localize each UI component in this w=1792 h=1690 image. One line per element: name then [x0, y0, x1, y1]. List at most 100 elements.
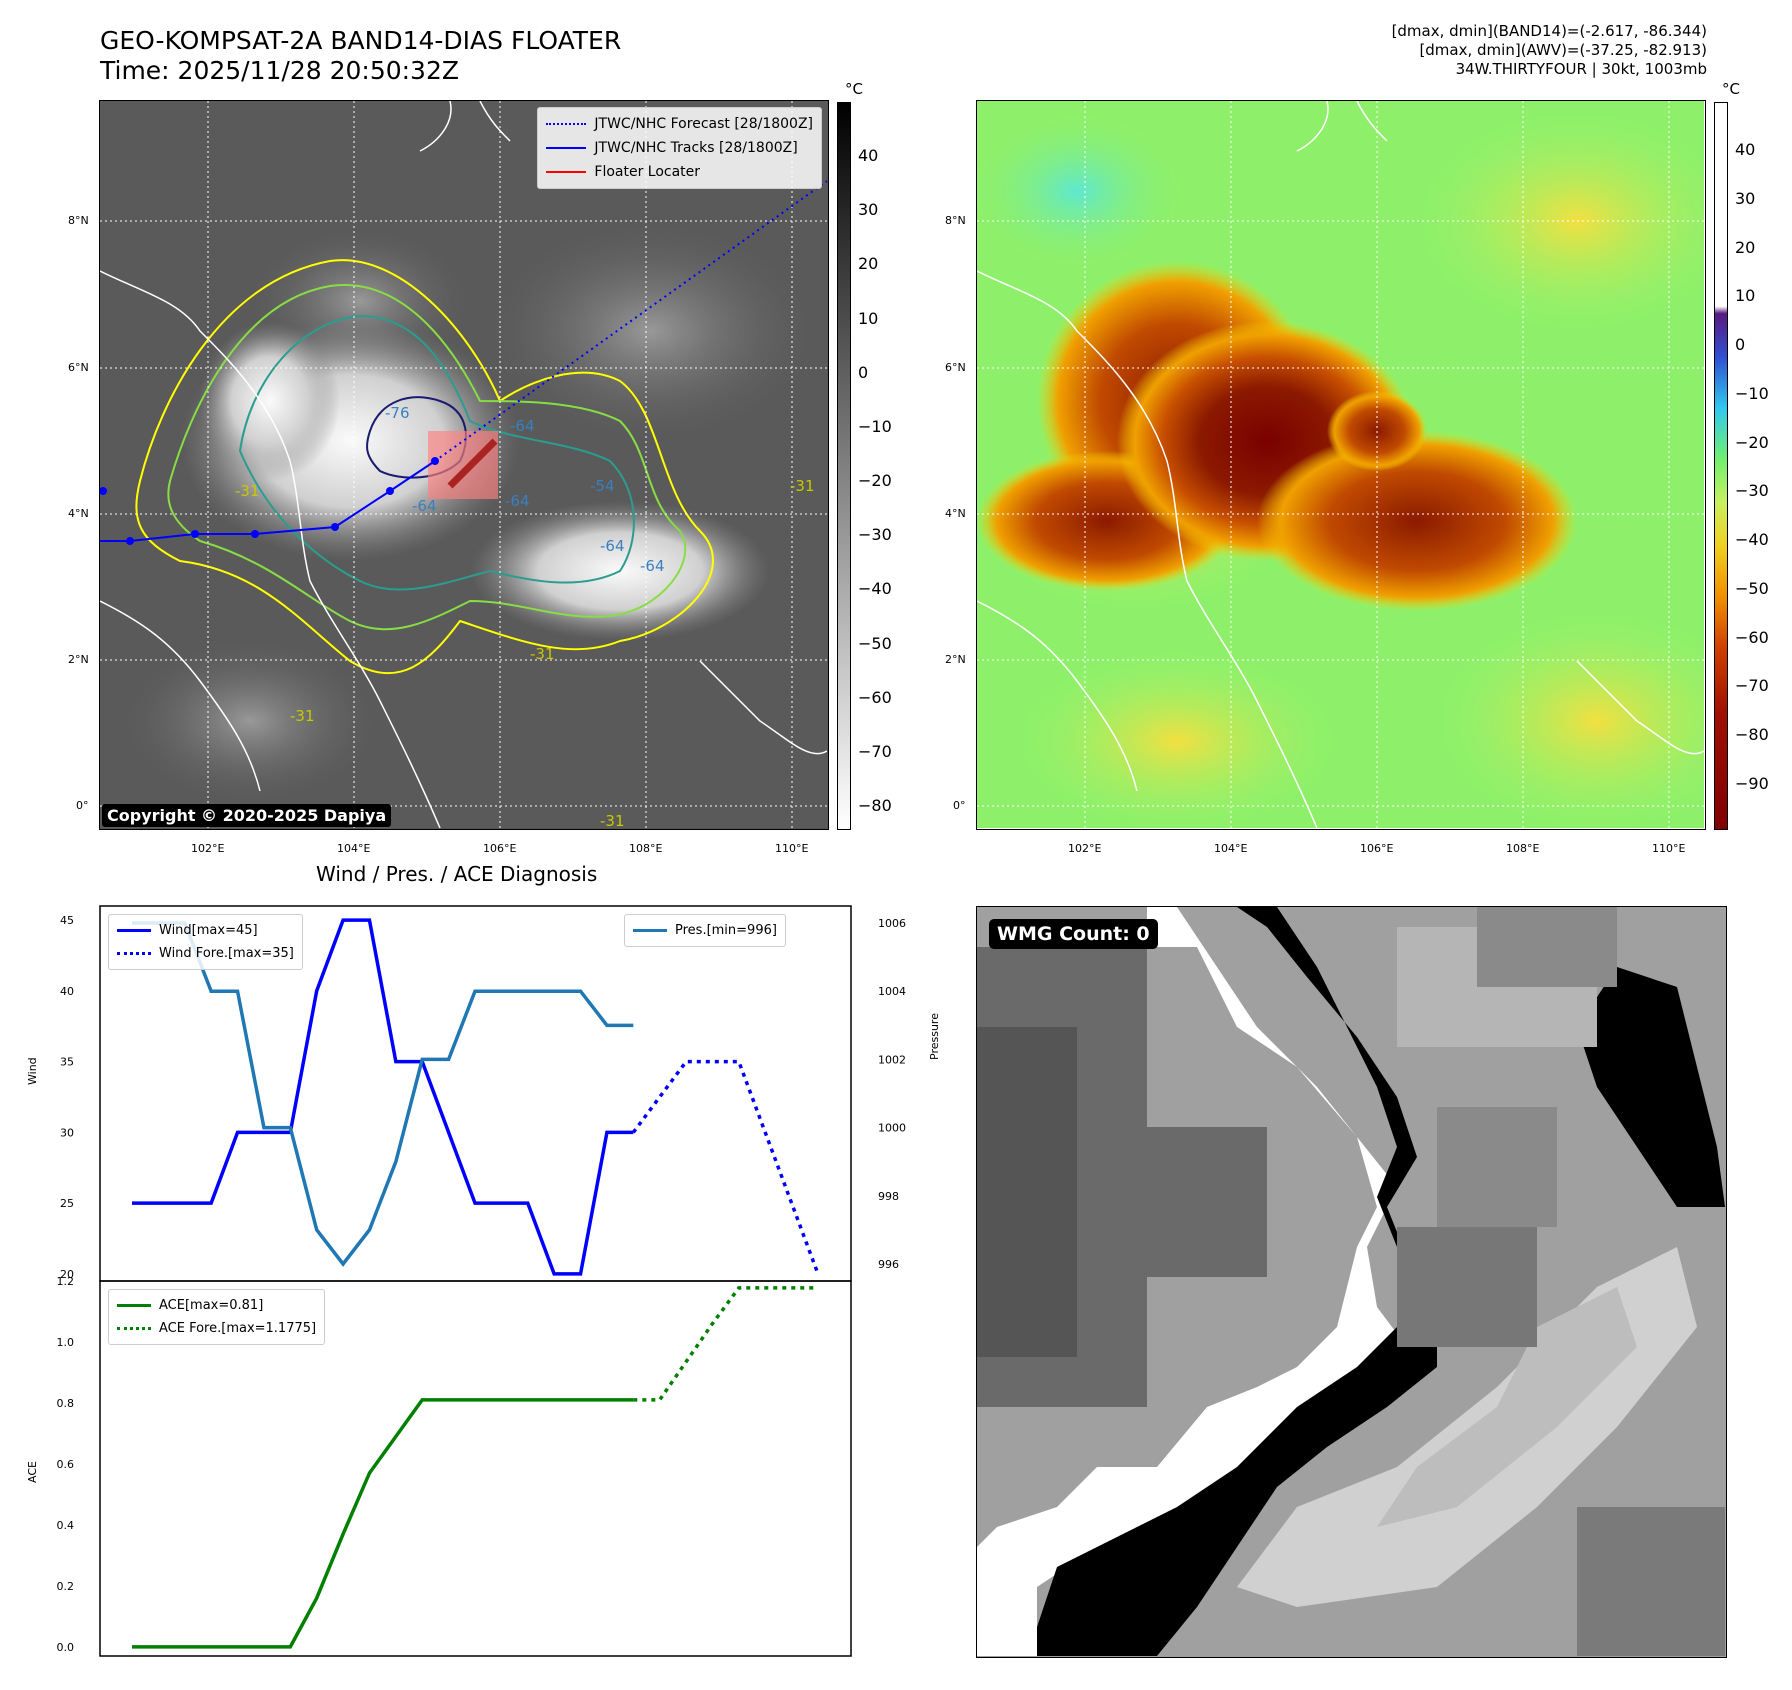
floater-locater-box	[428, 431, 498, 499]
legend-label: ACE Fore.[max=1.1775]	[159, 1321, 317, 1336]
legend-wind-fore: Wind Fore.[max=35]	[117, 942, 294, 965]
colorbar-tick: −70	[858, 741, 892, 761]
contour-label: -64	[412, 497, 437, 515]
legend-swatch-dotted	[546, 123, 587, 125]
contour-label: -76	[385, 404, 410, 422]
legend-tracks: JTWC/NHC Tracks [28/1800Z]	[546, 136, 813, 160]
wind-tick-label: 25	[60, 1197, 74, 1210]
awv-map-panel	[976, 100, 1706, 830]
contour-label: -31	[790, 477, 815, 495]
colorbar-tick: −30	[1735, 481, 1769, 501]
lat-label: 8°N	[945, 214, 966, 227]
colorbar-tick: −40	[858, 579, 892, 599]
contour-label: -54	[590, 477, 615, 495]
contour-label: -64	[640, 557, 665, 575]
lat-label: 6°N	[945, 361, 966, 374]
colorbar-tick: −90	[1735, 774, 1769, 793]
legend-label: Wind Fore.[max=35]	[159, 946, 294, 961]
lat-label: 8°N	[68, 214, 89, 227]
ace-tick-label: 1.2	[57, 1275, 75, 1288]
stats-text: [dmax, dmin](BAND14)=(-2.617, -86.344) […	[1392, 22, 1707, 79]
colorbar-tick: 0	[858, 362, 869, 382]
wind-forecast-line	[631, 1059, 820, 1275]
pressure-tick-label: 1006	[878, 917, 906, 930]
ace-tick-label: 0.4	[57, 1519, 75, 1532]
legend-swatch-red	[546, 171, 587, 173]
contour-label: -31	[290, 707, 315, 725]
contour-label-group-yellow: -31 -31 -31 -31 -31	[235, 477, 815, 829]
lon-label: 110°E	[775, 842, 809, 855]
contour-label: -31	[530, 645, 555, 663]
legend-label: Wind[max=45]	[159, 923, 258, 938]
legend-label: JTWC/NHC Forecast [28/1800Z]	[594, 116, 813, 132]
figure-title: GEO-KOMPSAT-2A BAND14-DIAS FLOATER Time:…	[100, 26, 621, 86]
contour-label: -64	[505, 492, 530, 510]
legend-swatch-solid	[633, 929, 667, 932]
ace-line	[132, 1398, 634, 1649]
pressure-legend: Pres.[min=996]	[624, 914, 786, 947]
lon-label: 102°E	[191, 842, 225, 855]
wmg-count-badge: WMG Count: 0	[989, 919, 1158, 949]
copyright-badge: Copyright © 2020-2025 Dapiya	[102, 804, 392, 827]
legend-swatch-solid	[117, 929, 151, 932]
colorbar-tick: 40	[1735, 140, 1756, 159]
wind-tick-label: 30	[60, 1126, 74, 1139]
colorbar-tick: −20	[858, 471, 892, 490]
lat-label: 2°N	[945, 653, 966, 666]
ace-axes-frame	[99, 1280, 852, 1657]
best-track-points	[100, 457, 439, 545]
legend-label: Pres.[min=996]	[675, 923, 777, 938]
lat-label: 0°	[953, 799, 966, 812]
wind-tick-label: 40	[60, 985, 74, 998]
contour-label: -31	[235, 482, 260, 500]
colorbar-tick: 10	[858, 308, 879, 328]
legend-label: Floater Locater	[594, 164, 701, 180]
wmg-svg	[977, 907, 1725, 1656]
contour-label: -64	[600, 537, 625, 555]
pressure-ticks: 1006 1004 1002 1000 998 996	[878, 917, 906, 1271]
legend-swatch-dotted	[117, 1327, 151, 1330]
contour-green	[167, 283, 687, 631]
coastline	[977, 270, 1318, 829]
lon-label: 108°E	[629, 842, 663, 855]
legend-swatch-solid	[117, 1304, 151, 1307]
pressure-tick-label: 1002	[878, 1053, 906, 1066]
colorbar-tick: −30	[858, 525, 892, 545]
legend-label: JTWC/NHC Tracks [28/1800Z]	[594, 140, 798, 156]
colorbar-tick: −50	[858, 633, 892, 653]
colorbar-tick: −80	[858, 796, 892, 815]
lon-label: 104°E	[1214, 842, 1248, 855]
map-legend: JTWC/NHC Forecast [28/1800Z] JTWC/NHC Tr…	[537, 107, 822, 189]
lat-label: 4°N	[945, 507, 966, 520]
legend-swatch-solid	[546, 147, 587, 149]
colorbar-tick: −70	[1735, 676, 1769, 696]
wind-legend: Wind[max=45] Wind Fore.[max=35]	[108, 914, 303, 970]
ace-tick-label: 0.0	[57, 1641, 75, 1654]
legend-label: ACE[max=0.81]	[159, 1298, 264, 1313]
colorbar-tick: −60	[858, 687, 892, 707]
lon-label: 106°E	[483, 842, 517, 855]
wmg-panel: WMG Count: 0	[976, 906, 1727, 1658]
contour-teal	[238, 314, 635, 591]
colorbar-tick: 30	[1735, 188, 1756, 208]
legend-ace: ACE[max=0.81]	[117, 1294, 316, 1317]
ace-legend: ACE[max=0.81] ACE Fore.[max=1.1775]	[108, 1289, 326, 1345]
colorbar-tick: 30	[858, 200, 879, 220]
pressure-tick-label: 996	[878, 1258, 899, 1271]
wind-ticks: 45 40 35 30 25 20	[60, 914, 74, 1281]
wind-lines	[132, 918, 820, 1276]
colorbar-tick: −50	[1735, 578, 1769, 598]
contour-yellow	[135, 259, 714, 675]
colorbar-right-unit: °C	[1722, 80, 1740, 98]
ace-tick-label: 0.8	[57, 1397, 75, 1410]
colorbar-right	[1714, 102, 1728, 830]
colorbar-tick: 0	[1735, 335, 1746, 355]
lon-label: 104°E	[337, 842, 371, 855]
colorbar-tick: 40	[858, 146, 879, 165]
lat-label: 0°	[76, 799, 89, 812]
legend-forecast: JTWC/NHC Forecast [28/1800Z]	[546, 112, 813, 136]
pressure-lines	[132, 921, 634, 1267]
contour-label: -31	[600, 812, 625, 828]
wind-line	[132, 918, 634, 1276]
